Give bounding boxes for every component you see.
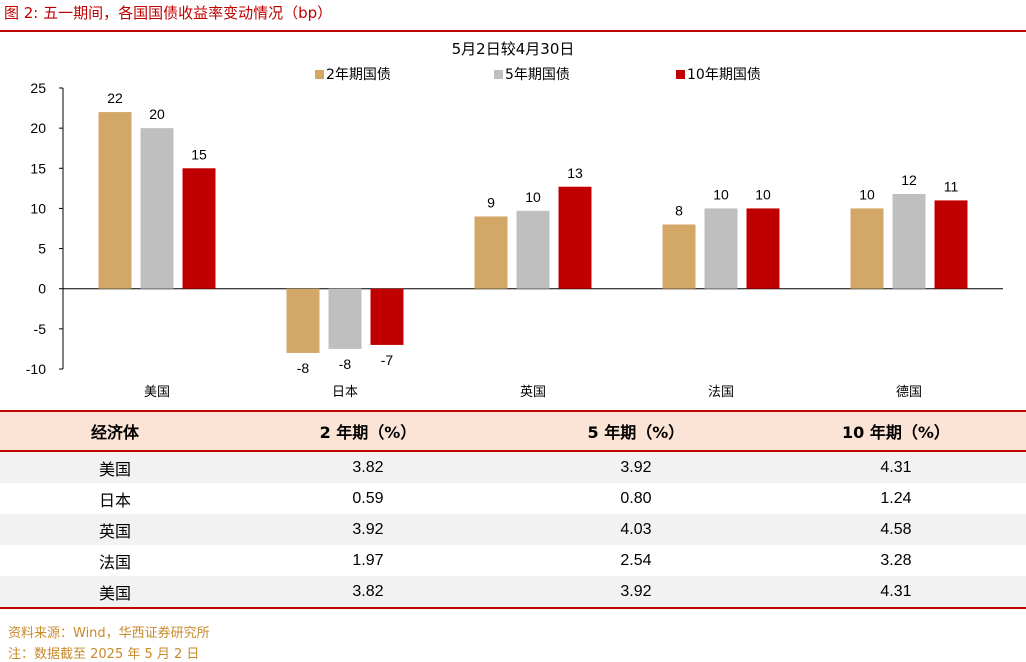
data-label: 22 xyxy=(107,90,123,106)
x-tick-label: 英国 xyxy=(520,385,546,400)
bar xyxy=(516,210,550,289)
data-label: 15 xyxy=(191,146,207,162)
y-tick-label: -5 xyxy=(34,321,47,337)
y-tick-label: 25 xyxy=(30,80,46,96)
x-tick-label: 日本 xyxy=(332,385,358,400)
bar-chart: 5月2日较4月30日 2年期国债 5年期国债 10年期国债 25 20 15 10 5 0 -5… xyxy=(26,40,1003,400)
data-label: 10 xyxy=(525,189,541,205)
cell-2y: 0.59 xyxy=(352,489,384,507)
data-label: 20 xyxy=(149,106,165,122)
cell-10y: 3.28 xyxy=(880,551,912,569)
bar xyxy=(746,208,780,289)
cell-economy: 日本 xyxy=(99,490,132,510)
cell-5y: 2.54 xyxy=(620,551,652,569)
legend-swatch xyxy=(315,70,324,79)
cell-2y: 3.82 xyxy=(230,576,506,609)
cell-10y: 4.31 xyxy=(765,451,1026,483)
data-label: 12 xyxy=(901,172,917,188)
bar xyxy=(850,208,884,289)
cell-5y: 0.80 xyxy=(620,489,652,507)
cell-10y: 1.24 xyxy=(880,489,912,507)
legend-swatch xyxy=(494,70,503,79)
x-tick-label: 法国 xyxy=(708,385,734,400)
cell-10y: 4.31 xyxy=(765,576,1026,609)
bar xyxy=(704,208,738,289)
legend-swatch xyxy=(676,70,685,79)
data-label: 10 xyxy=(713,186,729,202)
header-5y: 5 年期（%） xyxy=(505,410,766,452)
bar xyxy=(662,224,696,289)
y-tick-label: -10 xyxy=(26,361,46,377)
y-tick-label: 5 xyxy=(38,241,46,257)
figure-title: 图 2: 五一期间，各国国债收益率变动情况（bp） xyxy=(4,4,333,22)
cell-2y: 3.82 xyxy=(230,451,506,483)
footnote: 注：数据截至 2025 年 5 月 2 日 xyxy=(8,647,200,662)
data-label: 10 xyxy=(859,186,875,202)
table-row: 美国 3.82 3.92 4.31 xyxy=(0,576,1026,609)
cell-2y: 1.97 xyxy=(352,551,384,569)
chart-title: 5月2日较4月30日 xyxy=(452,40,575,58)
legend-label: 10年期国债 xyxy=(687,67,761,83)
cell-economy: 英国 xyxy=(0,514,231,545)
data-label: 11 xyxy=(944,178,959,194)
header-economy: 经济体 xyxy=(0,410,231,452)
table-row: 日本 0.59 0.80 1.24 xyxy=(0,483,1026,514)
cell-10y: 4.58 xyxy=(765,514,1026,545)
x-tick-label: 德国 xyxy=(896,385,922,400)
table-row: 美国 3.82 3.92 4.31 xyxy=(0,451,1026,483)
cell-5y: 3.92 xyxy=(505,576,766,609)
x-tick-label: 美国 xyxy=(144,385,170,400)
y-tick-label: 15 xyxy=(30,160,46,176)
chart-legend: 2年期国债 5年期国债 10年期国债 xyxy=(315,67,761,83)
data-label: -7 xyxy=(381,352,394,368)
chart-axes: 25 20 15 10 5 0 -5 -10 美国 日本 英国 法国 德国 xyxy=(26,80,1003,400)
y-tick-label: 0 xyxy=(38,281,46,297)
bar xyxy=(934,200,968,289)
bar xyxy=(370,288,404,345)
bar xyxy=(98,112,132,289)
cell-5y: 4.03 xyxy=(505,514,766,545)
bar xyxy=(474,216,508,289)
cell-economy: 美国 xyxy=(0,576,231,609)
table-row: 英国 3.92 4.03 4.58 xyxy=(0,514,1026,545)
bar xyxy=(892,193,926,289)
bar xyxy=(328,288,362,349)
table-row: 法国 1.97 2.54 3.28 xyxy=(0,545,1026,576)
cell-5y: 3.92 xyxy=(505,451,766,483)
bar xyxy=(286,288,320,353)
y-tick-label: 20 xyxy=(30,120,46,136)
data-label: -8 xyxy=(339,356,352,372)
chart-bars: 22 20 15 -8 -8 -7 9 10 13 8 10 10 10 12 11 xyxy=(98,90,968,376)
bar xyxy=(140,128,174,289)
table-header-row: 经济体 2 年期（%） 5 年期（%） 10 年期（%） xyxy=(0,410,1026,452)
data-label: 9 xyxy=(487,194,495,210)
source-note: 资料来源：Wind，华西证券研究所 xyxy=(8,626,210,641)
cell-economy: 美国 xyxy=(0,451,231,483)
data-label: 10 xyxy=(755,186,771,202)
legend-label: 2年期国债 xyxy=(326,67,391,83)
title-divider xyxy=(0,30,1026,32)
y-tick-label: 10 xyxy=(30,200,46,216)
header-10y: 10 年期（%） xyxy=(765,410,1026,452)
cell-2y: 3.92 xyxy=(230,514,506,545)
data-label: -8 xyxy=(297,360,310,376)
data-label: 8 xyxy=(675,202,683,218)
header-2y: 2 年期（%） xyxy=(230,410,506,452)
bar xyxy=(182,168,216,289)
cell-economy: 法国 xyxy=(99,552,132,572)
data-label: 13 xyxy=(567,165,583,181)
bar xyxy=(558,186,592,289)
legend-label: 5年期国债 xyxy=(505,67,570,83)
yield-table: 经济体 2 年期（%） 5 年期（%） 10 年期（%） 美国 3.82 3.9… xyxy=(0,410,1026,609)
